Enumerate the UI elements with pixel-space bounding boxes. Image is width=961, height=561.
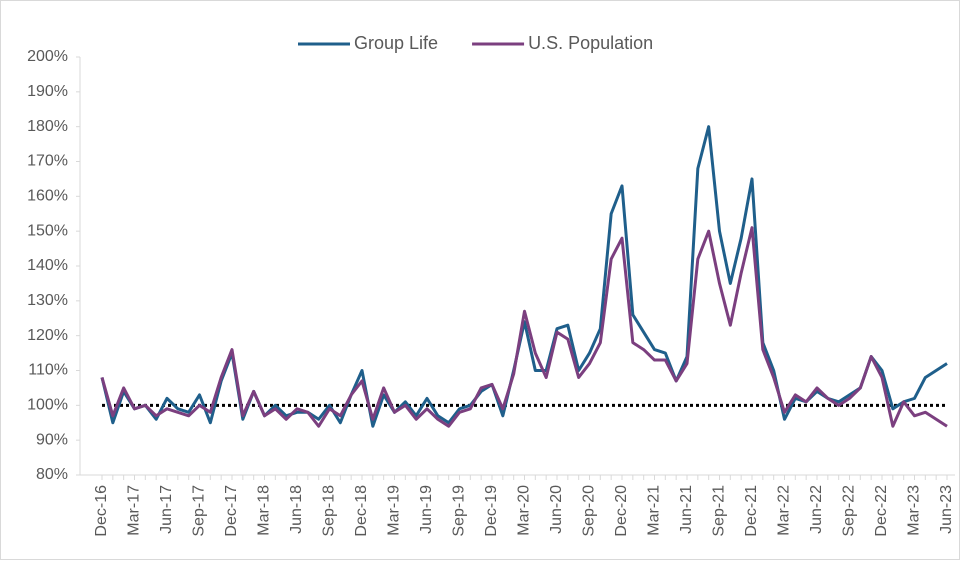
legend-label: U.S. Population — [528, 33, 653, 53]
x-tick-label: Mar-19 — [386, 485, 403, 536]
x-tick-label: Jun-19 — [418, 485, 435, 534]
x-tick-label: Dec-20 — [613, 485, 630, 537]
legend-label: Group Life — [354, 33, 438, 53]
x-tick-label: Jun-17 — [158, 485, 175, 534]
y-tick-label: 200% — [27, 48, 68, 65]
series-line — [100, 226, 948, 428]
x-tick-label: Mar-18 — [256, 485, 273, 536]
x-tick-label: Dec-16 — [93, 485, 110, 537]
x-tick-label: Dec-18 — [353, 485, 370, 537]
x-tick-label: Jun-18 — [288, 485, 305, 534]
y-tick-label: 190% — [27, 83, 68, 100]
x-tick-label: Jun-20 — [548, 485, 565, 534]
x-tick-label: Sep-20 — [581, 485, 598, 537]
y-tick-label: 170% — [27, 153, 68, 170]
x-tick-label: Sep-21 — [711, 485, 728, 537]
x-tick-label: Mar-22 — [776, 485, 793, 536]
x-tick-label: Mar-21 — [646, 485, 663, 536]
x-tick-label: Mar-20 — [516, 485, 533, 536]
x-tick-label: Jun-22 — [808, 485, 825, 534]
y-tick-label: 100% — [27, 397, 68, 414]
x-tick-label: Dec-22 — [873, 485, 890, 537]
y-tick-label: 80% — [36, 466, 68, 483]
y-tick-label: 160% — [27, 188, 68, 205]
x-tick-label: Dec-17 — [223, 485, 240, 537]
y-tick-label: 140% — [27, 257, 68, 274]
x-tick-label: Dec-19 — [483, 485, 500, 537]
y-tick-label: 130% — [27, 292, 68, 309]
x-tick-label: Sep-18 — [321, 485, 338, 537]
x-tick-label: Dec-21 — [743, 485, 760, 537]
x-tick-label: Jun-21 — [678, 485, 695, 534]
y-tick-label: 90% — [36, 431, 68, 448]
y-tick-label: 150% — [27, 222, 68, 239]
x-tick-label: Sep-19 — [451, 485, 468, 537]
x-tick-label: Sep-22 — [841, 485, 858, 537]
x-tick-label: Mar-17 — [126, 485, 143, 536]
y-tick-label: 180% — [27, 118, 68, 135]
x-tick-label: Jun-23 — [938, 485, 955, 534]
x-tick-label: Mar-23 — [906, 485, 923, 536]
x-tick-label: Sep-17 — [191, 485, 208, 537]
y-tick-label: 110% — [28, 362, 68, 379]
y-tick-label: 120% — [27, 327, 68, 344]
